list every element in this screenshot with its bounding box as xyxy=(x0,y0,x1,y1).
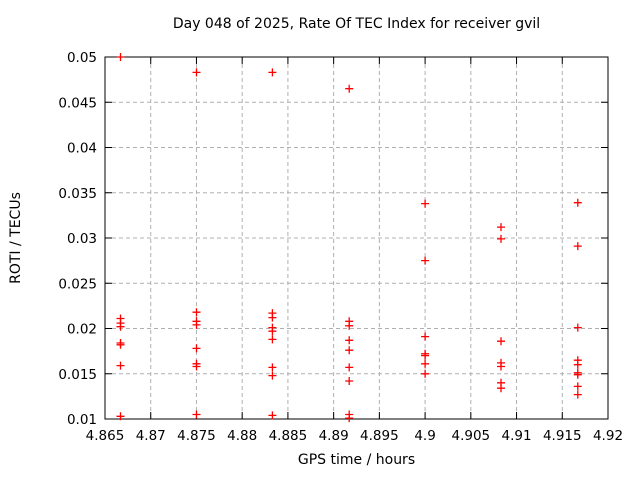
data-point xyxy=(116,322,125,331)
x-tick-label: 4.89 xyxy=(319,428,349,444)
x-tick-label: 4.88 xyxy=(227,428,257,444)
data-point xyxy=(268,327,277,336)
x-tick-label: 4.865 xyxy=(86,428,125,444)
x-tick-label: 4.885 xyxy=(269,428,308,444)
x-axis-label: GPS time / hours xyxy=(297,452,416,468)
data-point xyxy=(116,412,125,421)
x-tick-label: 4.895 xyxy=(360,428,399,444)
y-tick-label: 0.045 xyxy=(58,95,97,111)
data-point xyxy=(573,323,582,332)
data-point xyxy=(192,308,201,317)
data-point xyxy=(192,362,201,371)
data-point xyxy=(497,234,505,243)
x-tick-label: 4.87 xyxy=(136,428,166,444)
data-point xyxy=(268,313,277,322)
data-point xyxy=(421,256,430,265)
data-point xyxy=(192,344,201,353)
x-tick-label: 4.9 xyxy=(414,428,435,444)
data-point xyxy=(192,68,201,77)
x-tick-label: 4.905 xyxy=(451,428,490,444)
data-point xyxy=(345,84,354,93)
x-tick-label: 4.875 xyxy=(177,428,216,444)
data-point xyxy=(345,346,354,355)
data-point xyxy=(268,68,277,77)
y-tick-label: 0.035 xyxy=(58,186,97,202)
data-point xyxy=(573,382,582,391)
x-tick-label: 4.91 xyxy=(502,428,532,444)
data-point xyxy=(345,377,354,385)
y-axis-label: ROTI / TECUs xyxy=(8,192,24,284)
data-point xyxy=(421,369,430,378)
data-point xyxy=(421,332,430,341)
data-point xyxy=(497,384,505,393)
data-point xyxy=(345,321,354,330)
data-point xyxy=(421,351,430,360)
data-point xyxy=(573,390,582,399)
data-point xyxy=(268,411,277,420)
data-point xyxy=(116,361,125,370)
data-point xyxy=(573,370,582,379)
data-point xyxy=(345,363,354,372)
data-point xyxy=(116,53,125,61)
data-point xyxy=(345,336,354,345)
data-point xyxy=(573,198,582,207)
data-point xyxy=(192,410,201,419)
plot-border xyxy=(104,56,609,420)
data-point xyxy=(192,320,201,329)
y-tick-label: 0.01 xyxy=(67,412,97,428)
data-point xyxy=(573,242,582,251)
data-point xyxy=(497,337,505,346)
x-tick-label: 4.92 xyxy=(593,428,623,444)
data-point xyxy=(345,414,354,423)
data-point xyxy=(573,360,582,369)
y-tick-label: 0.015 xyxy=(58,367,97,383)
data-point xyxy=(421,359,430,368)
y-tick-label: 0.04 xyxy=(67,141,97,157)
y-tick-label: 0.05 xyxy=(67,50,97,66)
y-tick-label: 0.03 xyxy=(67,231,97,247)
data-point xyxy=(497,362,505,371)
x-tick-label: 4.915 xyxy=(543,428,582,444)
data-point xyxy=(497,223,505,232)
chart-title: Day 048 of 2025, Rate Of TEC Index for r… xyxy=(172,16,541,32)
data-point xyxy=(421,199,430,208)
y-tick-label: 0.02 xyxy=(67,322,97,338)
y-tick-label: 0.025 xyxy=(58,276,97,292)
data-point xyxy=(116,340,125,349)
data-point xyxy=(268,335,277,344)
data-point xyxy=(268,371,277,380)
data-point xyxy=(268,363,277,372)
